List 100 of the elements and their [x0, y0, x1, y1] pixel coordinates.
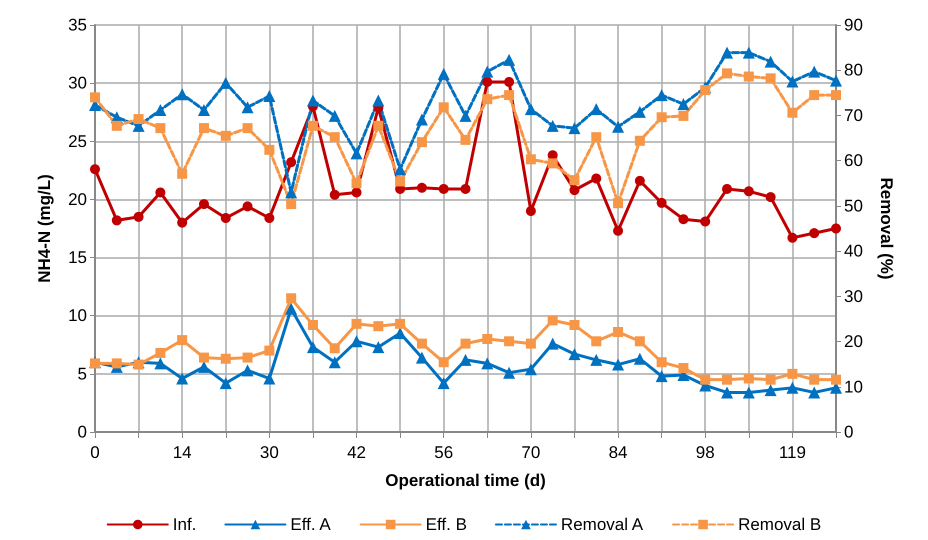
point — [90, 164, 100, 174]
point — [308, 320, 318, 330]
point — [286, 157, 296, 168]
point — [394, 163, 406, 176]
point — [306, 341, 319, 354]
point — [198, 104, 210, 116]
y-tick-label: 10 — [68, 306, 87, 326]
point — [764, 56, 777, 68]
point — [134, 114, 144, 124]
point — [242, 201, 253, 212]
y-tick-label: 30 — [68, 74, 87, 93]
x-tick-label: 42 — [347, 443, 366, 462]
point — [548, 315, 558, 326]
point — [787, 232, 798, 243]
point — [546, 338, 559, 350]
x-tick-label: 70 — [521, 443, 540, 462]
point — [482, 334, 492, 344]
point — [613, 198, 624, 208]
legend-label: Removal B — [738, 515, 822, 534]
point — [460, 354, 472, 366]
point — [112, 215, 122, 226]
point — [678, 214, 688, 224]
point — [808, 66, 820, 78]
point — [155, 123, 166, 134]
point — [177, 218, 188, 228]
point — [504, 76, 514, 87]
point — [677, 98, 690, 110]
y2-tick-label: 20 — [844, 332, 863, 352]
point — [590, 103, 602, 116]
point — [328, 356, 341, 368]
point — [721, 386, 734, 398]
y2-tick-label: 50 — [844, 196, 863, 216]
point — [524, 363, 537, 376]
point — [220, 76, 232, 89]
point — [548, 158, 558, 168]
point — [504, 336, 514, 346]
legend-label: Eff. B — [426, 515, 467, 534]
point — [438, 377, 450, 390]
point — [242, 364, 254, 376]
point — [591, 336, 602, 346]
point — [678, 363, 688, 374]
y-tick-label: 5 — [78, 364, 87, 384]
point — [656, 370, 668, 382]
point — [721, 46, 734, 59]
point — [526, 206, 536, 216]
point — [809, 374, 820, 385]
point — [744, 374, 754, 384]
point — [766, 73, 776, 84]
y2-tick-label: 0 — [844, 422, 854, 442]
point — [742, 386, 755, 398]
point — [503, 366, 516, 379]
legend-label: Removal A — [560, 515, 644, 534]
point — [460, 184, 470, 194]
point — [242, 101, 254, 114]
y-tick-label: 25 — [68, 132, 87, 151]
y2-tick-label: 90 — [844, 16, 863, 34]
point — [481, 66, 494, 78]
y-tick-label: 15 — [68, 248, 87, 268]
point — [373, 120, 384, 131]
y-tick-label: 35 — [68, 16, 87, 34]
point — [394, 327, 406, 340]
point — [352, 187, 362, 198]
point — [395, 318, 406, 329]
x-axis-title: Operational time (d) — [385, 471, 546, 490]
point — [416, 352, 428, 364]
point — [372, 94, 384, 107]
point — [766, 374, 776, 385]
point — [177, 168, 188, 179]
point — [263, 372, 276, 385]
point — [460, 338, 470, 349]
point — [831, 90, 841, 100]
point — [154, 357, 166, 370]
point — [198, 123, 209, 134]
y2-axis-title: Removal (%) — [877, 177, 896, 280]
y2-tick-label: 80 — [844, 60, 863, 80]
point — [242, 123, 253, 134]
point — [634, 106, 646, 118]
y-tick-label: 0 — [78, 422, 87, 442]
point — [503, 54, 516, 66]
point — [242, 352, 253, 363]
point — [722, 184, 732, 194]
point — [787, 108, 798, 118]
point — [286, 293, 296, 304]
point — [546, 120, 559, 132]
point — [590, 354, 602, 366]
point — [176, 88, 188, 100]
x-tick-label: 84 — [608, 443, 628, 462]
point — [328, 110, 341, 122]
point — [481, 357, 494, 370]
y2-tick-label: 60 — [844, 151, 863, 170]
y2-tick-label: 70 — [844, 106, 863, 125]
y2-tick-label: 30 — [844, 286, 863, 306]
point — [220, 130, 231, 141]
point — [90, 92, 100, 102]
point — [306, 94, 319, 107]
point — [526, 338, 536, 349]
point — [744, 186, 754, 196]
x-tick-label: 98 — [696, 443, 715, 462]
point — [155, 187, 166, 198]
point — [438, 357, 449, 368]
